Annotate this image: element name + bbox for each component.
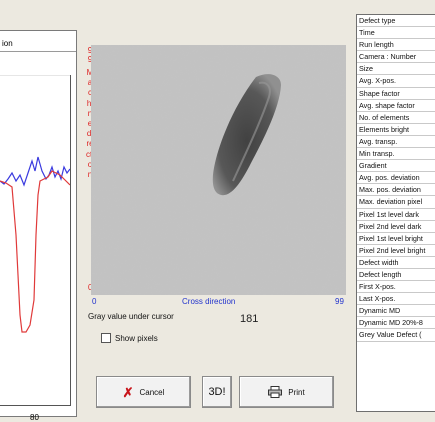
parameter-row[interactable]: Max. deviation pixel [357, 196, 435, 209]
parameter-row[interactable]: Avg. shape factor [357, 100, 435, 112]
gray-value-readout: 181 [240, 313, 259, 325]
parameter-row[interactable]: Shape factor [357, 88, 435, 100]
parameter-row[interactable]: Camera : Number [357, 51, 435, 64]
parameter-row[interactable]: Size [357, 63, 435, 76]
y-axis-min-label: 0 [88, 283, 92, 292]
parameter-row[interactable]: First X-pos. [357, 281, 435, 294]
defect-parameter-list[interactable]: Defect type Time Run length Camera : Number… [356, 14, 435, 412]
parameter-row[interactable]: No. of elements [357, 112, 435, 124]
parameter-row[interactable]: Pixel 2nd level dark [357, 221, 435, 233]
parameter-row[interactable]: Grey Value Defect ( [357, 329, 435, 342]
defect-image-svg [91, 45, 346, 295]
x-axis-max-label: 99 [335, 297, 344, 306]
profile-plot-svg [0, 74, 71, 333]
cancel-button-label: Cancel [139, 387, 165, 397]
y-axis-top-label: 99 [87, 46, 93, 64]
parameter-row[interactable]: Pixel 1st level bright [357, 233, 435, 245]
parameter-row[interactable]: Elements bright [357, 124, 435, 136]
parameter-row[interactable]: Last X-pos. [357, 293, 435, 306]
profile-panel-title: ion [2, 39, 13, 48]
gray-value-label: Gray value under cursor [88, 312, 174, 321]
show-pixels-checkbox[interactable] [101, 333, 111, 343]
machine-direction-label: 99 Machine direction [86, 46, 94, 180]
print-button[interactable]: Print [239, 376, 334, 408]
cancel-button[interactable]: ✗ Cancel [96, 376, 191, 408]
cross-direction-label: Cross direction [182, 297, 236, 306]
blue-profile-series [0, 156, 71, 187]
defect-image[interactable] [91, 45, 346, 295]
parameter-row[interactable]: Gradient [357, 160, 435, 173]
parameter-row[interactable]: Pixel 2nd level bright [357, 245, 435, 257]
show-pixels-label: Show pixels [115, 333, 158, 343]
three-d-button-label: 3D! [208, 386, 226, 398]
defect-shape [212, 74, 281, 196]
parameter-row[interactable]: Avg. pos. deviation [357, 172, 435, 185]
parameter-row[interactable]: Dynamic MD [357, 305, 435, 318]
parameter-row[interactable]: Pixel 1st level dark [357, 209, 435, 221]
defect-highlight [232, 81, 271, 182]
three-d-button[interactable]: 3D! [202, 376, 232, 408]
parameter-row[interactable]: Max. pos. deviation [357, 184, 435, 197]
show-pixels-option[interactable]: Show pixels [101, 333, 158, 343]
profile-panel-divider [0, 51, 76, 52]
profile-plot [0, 74, 71, 406]
parameter-row[interactable]: Min transp. [357, 148, 435, 161]
parameter-row[interactable]: Avg. X-pos. [357, 75, 435, 88]
print-button-label: Print [288, 387, 305, 397]
parameter-row[interactable]: Defect type [357, 15, 435, 28]
profile-panel: ion 80 [0, 30, 77, 422]
parameter-row[interactable]: Run length [357, 39, 435, 52]
parameter-row[interactable]: Defect width [357, 257, 435, 269]
red-profile-series [0, 170, 71, 333]
printer-icon [268, 386, 283, 398]
parameter-row[interactable]: Time [357, 27, 435, 40]
parameter-row[interactable]: Avg. transp. [357, 136, 435, 149]
parameter-row[interactable]: Dynamic MD 20%-8 [357, 317, 435, 330]
x-axis-min-label: 0 [92, 297, 97, 306]
close-icon: ✗ [122, 384, 134, 400]
machine-direction-text: Machine direction [86, 68, 94, 180]
parameter-row[interactable]: Defect length [357, 269, 435, 282]
